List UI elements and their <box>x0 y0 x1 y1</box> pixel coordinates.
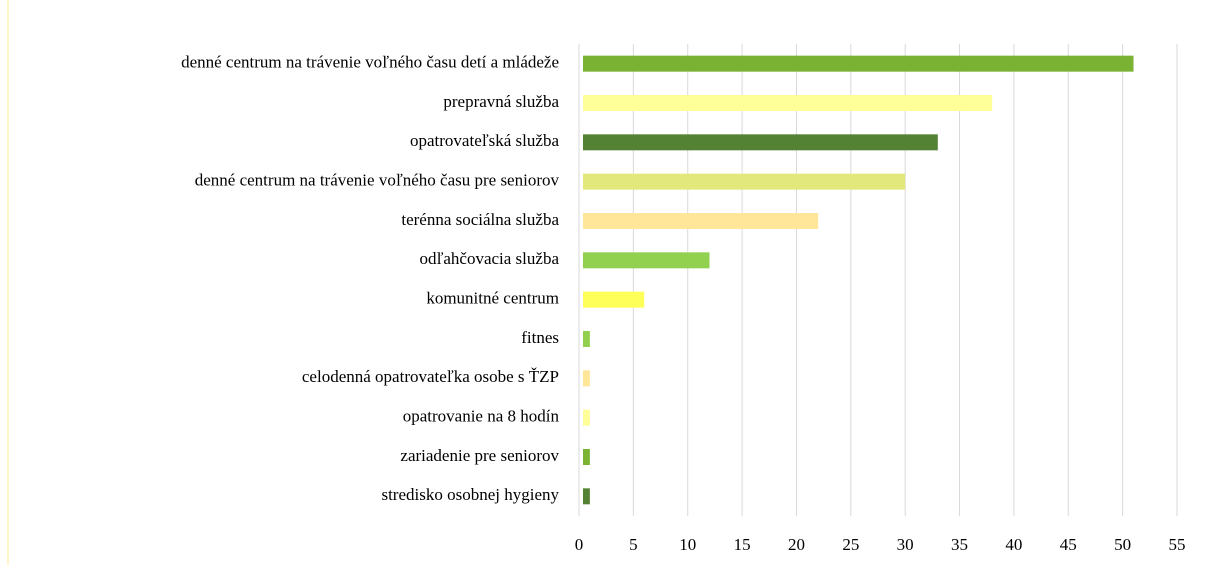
bar <box>583 291 645 308</box>
y-tick-label: zariadenie pre seniorov <box>400 446 559 465</box>
x-tick-label: 10 <box>679 535 696 554</box>
x-tick-label: 15 <box>734 535 751 554</box>
y-tick-label: fitnes <box>521 328 559 347</box>
bar <box>583 449 590 465</box>
x-tick-label: 0 <box>575 535 584 554</box>
x-tick-label: 35 <box>951 535 968 554</box>
bar <box>583 173 906 190</box>
bar <box>583 213 819 229</box>
bar <box>583 488 590 505</box>
y-tick-label: denné centrum na trávenie voľného času p… <box>195 171 560 190</box>
y-tick-label: celodenná opatrovateľka osobe s ŤZP <box>302 367 559 386</box>
y-tick-label: komunitné centrum <box>426 289 559 308</box>
x-tick-label: 25 <box>842 535 859 554</box>
y-tick-label: opatrovateľská služba <box>410 131 559 150</box>
y-tick-label: opatrovanie na 8 hodín <box>403 407 560 426</box>
y-tick-label: stredisko osobnej hygieny <box>381 485 559 504</box>
bar <box>583 55 1134 72</box>
y-tick-label: terénna sociálna služba <box>401 210 559 229</box>
bar <box>583 409 590 426</box>
y-tick-label: odľahčovacia služba <box>419 249 559 268</box>
x-tick-label: 30 <box>897 535 914 554</box>
y-tick-label: denné centrum na trávenie voľného času d… <box>181 53 559 72</box>
x-tick-label: 45 <box>1060 535 1077 554</box>
x-tick-label: 20 <box>788 535 805 554</box>
x-tick-label: 40 <box>1005 535 1022 554</box>
x-tick-label: 55 <box>1169 535 1186 554</box>
bar <box>583 331 590 347</box>
bar <box>583 134 938 151</box>
y-tick-label: prepravná služba <box>443 92 559 111</box>
x-tick-label: 50 <box>1114 535 1131 554</box>
bar <box>583 95 993 111</box>
bar <box>583 370 590 387</box>
bar <box>583 252 710 269</box>
x-tick-label: 5 <box>629 535 638 554</box>
